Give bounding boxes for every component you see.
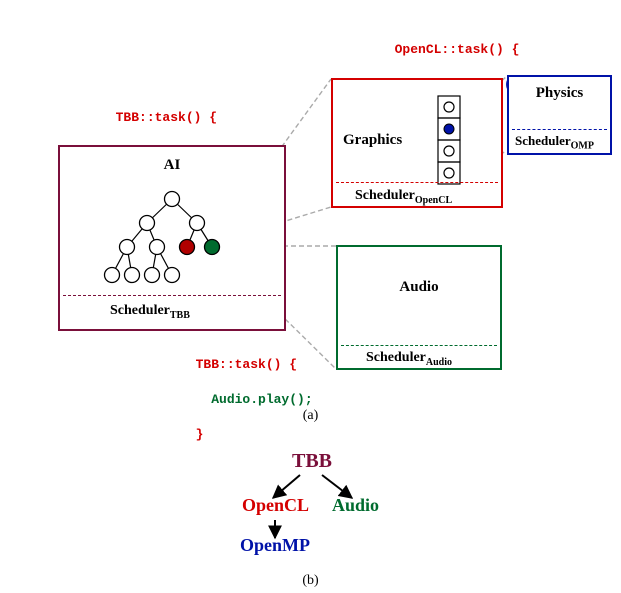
hier-audio: Audio — [332, 495, 379, 516]
hier-openmp: OpenMP — [240, 535, 310, 556]
hier-opencl: OpenCL — [242, 495, 309, 516]
caption-b: (b) — [0, 573, 621, 589]
hierarchy-arrows — [0, 0, 621, 593]
hier-tbb: TBB — [292, 450, 332, 473]
